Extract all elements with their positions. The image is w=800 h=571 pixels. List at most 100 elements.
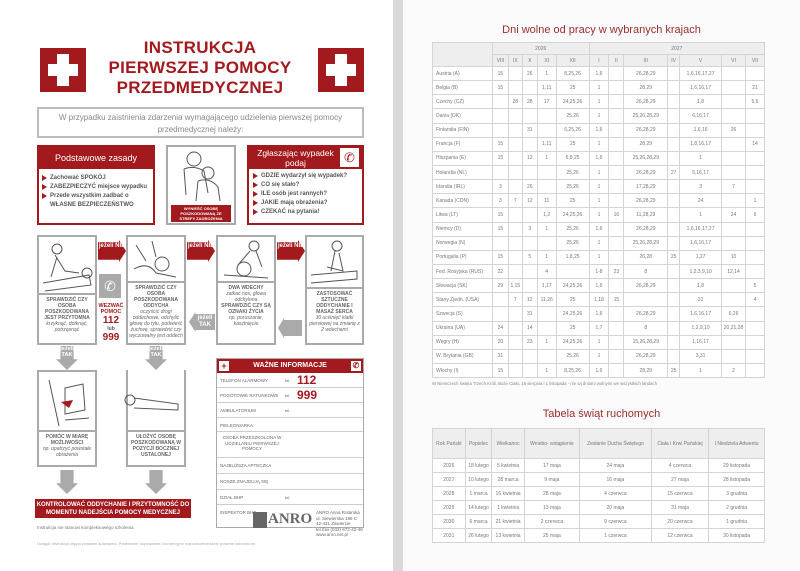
- holiday-cell: 26,28,29: [623, 164, 669, 181]
- holiday-cell: [521, 235, 538, 251]
- table-row: Niemcy (D) 15 3 1 25,26 1,6 26,28,29 1,6,16,17,…: [432, 221, 766, 237]
- holiday-cell: 5,16,17: [679, 164, 723, 181]
- holiday-cell: 28,29: [623, 362, 669, 379]
- holiday-cell: [521, 108, 538, 124]
- holiday-cell: 26,28,29: [623, 348, 669, 364]
- country-cell: Holandia (NL): [432, 164, 493, 181]
- basic-rules-header: Podstawowe zasady: [39, 147, 153, 169]
- holiday-cell: [608, 80, 625, 96]
- holiday-cell: [667, 263, 681, 280]
- date-cell: 4 czerwca: [579, 486, 652, 501]
- holiday-cell: 31: [679, 292, 723, 308]
- table-row: Norwegia (N) 25,26 1 25,26,28,29 1,6,16,17: [432, 235, 766, 251]
- holiday-cell: 6,25,26: [555, 122, 590, 138]
- info-title: WAŻNE INFORMACJE: [253, 362, 327, 369]
- holiday-cell: 12: [521, 150, 538, 166]
- holiday-cell: [507, 235, 523, 251]
- holiday-cell: 26,28,29: [623, 278, 669, 294]
- holiday-cell: 25,26: [555, 108, 590, 124]
- holiday-cell: 8,25,26: [555, 65, 590, 82]
- holiday-cell: 1,27: [679, 249, 723, 265]
- country-cell: Irlandia (IRL): [432, 179, 493, 195]
- holiday-cell: 24: [491, 320, 509, 336]
- holiday-cell: [521, 263, 538, 280]
- holiday-cell: [721, 348, 746, 364]
- holiday-cell: [507, 362, 523, 379]
- month-header: VI: [721, 54, 746, 67]
- info-label: INSPEKTOR BHP: [220, 509, 257, 515]
- month-header: V: [679, 54, 723, 67]
- date-cell: 18 lutego: [464, 458, 493, 473]
- year-cell: 2028: [432, 486, 466, 501]
- holiday-cell: 1: [588, 179, 610, 195]
- holiday-cell: [667, 348, 681, 364]
- month-header: IV: [667, 54, 681, 67]
- table-row: Portugalia (P) 15 5 1 1,8,25 1 26,28 25 1,27 10: [432, 249, 766, 265]
- holiday-cell: 28,29: [623, 80, 669, 96]
- country-cell: Fed. Rosyjska (RUS): [432, 263, 493, 280]
- holiday-cell: 25,26: [555, 221, 590, 237]
- holiday-cell: 16: [608, 207, 625, 223]
- holiday-cell: 1,17: [536, 278, 557, 294]
- date-cell: 3 grudnia: [708, 486, 765, 501]
- holiday-cell: [721, 334, 746, 350]
- holiday-cell: 26: [521, 179, 538, 195]
- holiday-cell: 25: [667, 362, 681, 379]
- holiday-cell: 17: [536, 94, 557, 110]
- holiday-cell: [667, 108, 681, 124]
- holiday-cell: 15: [491, 221, 509, 237]
- holiday-cell: 7: [507, 193, 523, 209]
- holiday-cell: 1: [588, 164, 610, 181]
- holiday-cell: 1,2: [536, 207, 557, 223]
- holiday-cell: 12: [521, 193, 538, 209]
- country-cell: Hiszpania (E): [432, 150, 493, 166]
- year-cell: 2026: [432, 458, 466, 473]
- rescuer-dragging-icon: [183, 151, 221, 202]
- country-cell: Szwecja (S): [432, 306, 493, 322]
- holiday-cell: [667, 207, 681, 223]
- holiday-cell: [721, 235, 746, 251]
- holiday-cell: [608, 150, 625, 166]
- date-cell: 9 czerwca: [579, 514, 652, 529]
- title-line: PRZEDMEDYCZNEJ: [116, 78, 284, 97]
- holiday-cell: 1,6,16,17,27: [679, 221, 723, 237]
- table-row: Stany Zjedn. (USA) 7 12 11,26 25 1,18 15 31 4: [432, 292, 766, 308]
- column-header: Popielec: [464, 428, 493, 459]
- column-header: I Niedziela Adwentu: [708, 428, 765, 459]
- holiday-cell: 26: [521, 65, 538, 82]
- step-note: np. opatrzyć powstałe obrażenia: [42, 446, 92, 458]
- month-header: X: [521, 54, 538, 67]
- table-row: Ukraina (UA) 24 14 25 1,7 8 1,2,9,10 20,21,28: [432, 320, 766, 336]
- address-line: ul. Siewierska 196 C: [316, 515, 358, 521]
- holiday-cell: 1: [588, 108, 610, 124]
- info-label: POGOTOWIE RATUNKOWE: [220, 393, 279, 398]
- date-cell: 9 maja: [523, 472, 581, 487]
- holiday-cell: 24: [679, 193, 723, 209]
- holiday-cell: 15,26,28,29: [623, 334, 669, 350]
- holiday-cell: [744, 108, 766, 124]
- year-cell: 2027: [432, 472, 466, 487]
- holiday-cell: 12: [521, 292, 538, 308]
- holiday-cell: 14: [744, 136, 766, 152]
- holiday-cell: 25: [555, 320, 590, 336]
- holiday-cell: [721, 94, 746, 110]
- holiday-cell: [744, 348, 766, 364]
- holiday-cell: 26: [721, 122, 746, 138]
- holiday-cell: [667, 235, 681, 251]
- year-cell: 2030: [432, 514, 466, 529]
- holiday-cell: 1,6: [588, 221, 610, 237]
- holiday-cell: [744, 179, 766, 195]
- monitor-banner: KONTROLOWAĆ ODDYCHANIE I PRZYTOMNOŚĆ DO …: [35, 499, 191, 518]
- holiday-cell: [491, 94, 509, 110]
- holiday-cell: [507, 263, 523, 280]
- holiday-cell: [507, 306, 523, 322]
- year-cell: 2029: [432, 500, 466, 515]
- step-instruction: SPRAWDZIĆ CZY OSOBA POSZKODOWANA ODDYCHA: [134, 285, 178, 309]
- step-cpr: ZASTOSOWAĆ SZTUCZNE ODDYCHANIE I MASAŻ S…: [305, 235, 364, 345]
- address-line: ANRO Anna Rotarska: [316, 510, 360, 515]
- holiday-cell: 1,6,16,17: [679, 235, 723, 251]
- holiday-cell: 7: [507, 292, 523, 308]
- holiday-cell: 31: [491, 348, 509, 364]
- holiday-cell: 4: [744, 292, 766, 308]
- holiday-cell: [721, 136, 746, 152]
